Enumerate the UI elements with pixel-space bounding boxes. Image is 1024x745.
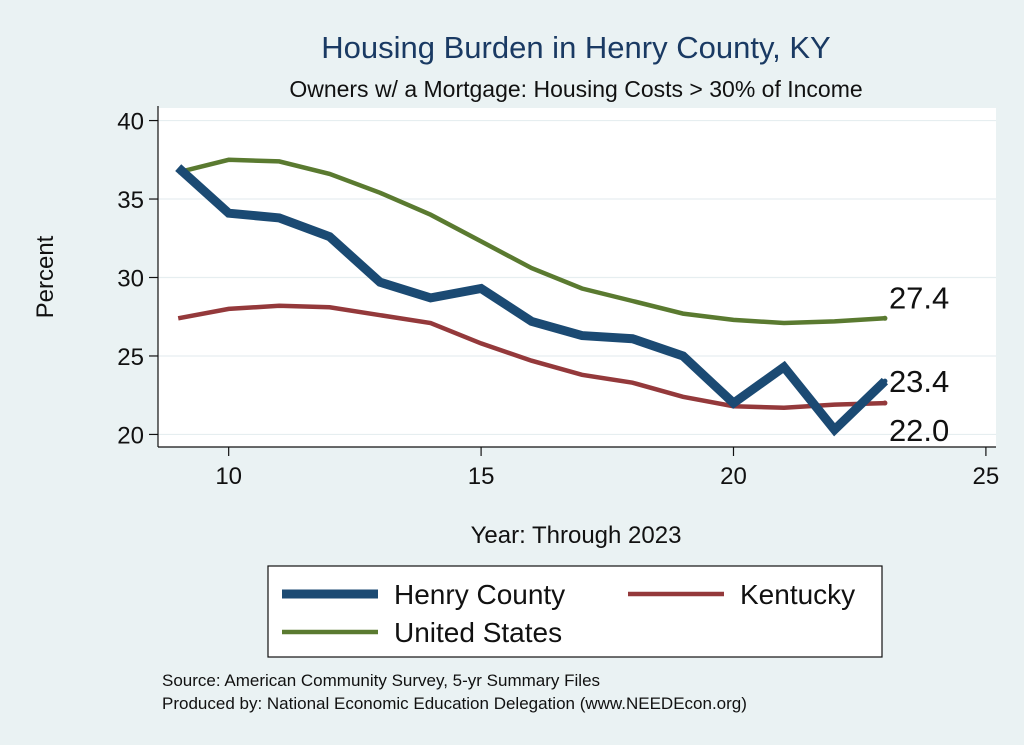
legend: Henry County Kentucky United States: [267, 565, 883, 658]
y-tick-label-20: 20: [117, 422, 144, 449]
y-tick-label-35: 35: [117, 187, 144, 214]
source-note: Source: American Community Survey, 5-yr …: [162, 671, 600, 690]
legend-box: [267, 565, 883, 658]
axes: 20 25 30 35 40 10 15 20 25: [117, 106, 999, 490]
end-label-united-states: 27.4: [889, 280, 949, 315]
series-line-united-states: [177, 157, 886, 326]
y-tick-label-25: 25: [117, 344, 144, 371]
series-end-marker-united-states: [882, 315, 888, 321]
series-end-marker-kentucky: [882, 400, 888, 406]
x-tick-label-10: 10: [215, 463, 242, 490]
producer-note: Produced by: National Economic Education…: [162, 694, 747, 713]
series-line-henry-county: [175, 164, 889, 437]
legend-label-united-states: United States: [394, 617, 562, 648]
end-label-henry-county: 23.4: [889, 364, 949, 399]
end-label-kentucky: 22.0: [889, 413, 949, 448]
legend-label-kentucky: Kentucky: [740, 579, 855, 610]
series-end-marker-henry-county: [882, 378, 888, 384]
y-tick-label-40: 40: [117, 109, 144, 136]
chart-title: Housing Burden in Henry County, KY: [321, 30, 830, 65]
y-tick-label-30: 30: [117, 266, 144, 293]
chart-subtitle: Owners w/ a Mortgage: Housing Costs > 30…: [289, 76, 862, 102]
x-tick-label-20: 20: [720, 463, 747, 490]
legend-label-henry-county: Henry County: [394, 579, 565, 610]
x-tick-label-25: 25: [973, 463, 1000, 490]
x-axis-title: Year: Through 2023: [471, 522, 682, 549]
y-axis-title: Percent: [32, 235, 59, 318]
x-tick-label-15: 15: [468, 463, 495, 490]
grid-lines: [158, 119, 996, 436]
series-lines: [175, 157, 889, 437]
end-labels: 23.4 22.0 27.4: [889, 280, 949, 448]
series-line-kentucky: [177, 303, 885, 411]
